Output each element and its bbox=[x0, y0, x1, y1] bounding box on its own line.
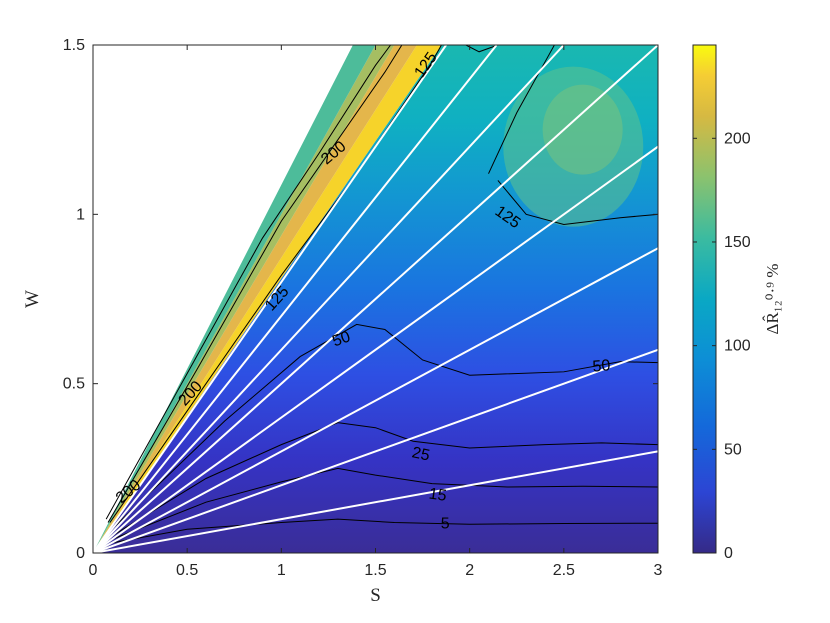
white-ray bbox=[93, 348, 658, 553]
x-axis-label: S bbox=[370, 585, 381, 606]
white-rays bbox=[93, 45, 658, 553]
colorbar-tick-label: 200 bbox=[724, 130, 751, 147]
contour-line-15 bbox=[111, 467, 658, 540]
x-tick-label: 1 bbox=[277, 562, 286, 579]
contour-label: 50 bbox=[330, 328, 353, 350]
contour-line-200 bbox=[107, 45, 403, 523]
x-tick-label: 3 bbox=[654, 562, 663, 579]
white-ray bbox=[93, 450, 658, 553]
white-ray bbox=[93, 45, 498, 553]
heatmap-orange-band bbox=[93, 45, 417, 553]
contour-line-5 bbox=[111, 518, 658, 544]
contour-line-50 bbox=[111, 323, 658, 530]
x-tick-label: 2 bbox=[465, 562, 474, 579]
y-tick-label: 1.5 bbox=[63, 37, 85, 54]
contour-line-125 bbox=[465, 45, 499, 53]
y-axis-label: W bbox=[22, 290, 43, 308]
colorbar-tick-label: 100 bbox=[724, 338, 751, 355]
contour-line-125 bbox=[109, 45, 442, 523]
colorbar-tick-label: 50 bbox=[724, 441, 742, 458]
x-tick-label: 1.5 bbox=[364, 562, 386, 579]
colorbar-label: ΔR̂₁₂⁰·⁹ % bbox=[763, 264, 782, 335]
heatmap-plateau-core bbox=[542, 84, 623, 175]
axes: 0 0.5 1 1.5 2 2.5 3 0 0.5 1 1.5 S W bbox=[22, 37, 663, 606]
x-tick-label: 0.5 bbox=[176, 562, 198, 579]
heatmap-green-band bbox=[93, 45, 395, 553]
colorbar-tick-label: 0 bbox=[724, 545, 733, 562]
contour-label: 50 bbox=[592, 357, 611, 376]
white-ray bbox=[93, 45, 658, 553]
y-tick-label: 1 bbox=[76, 206, 85, 223]
contour-label: 5 bbox=[441, 515, 450, 532]
colorbar: 0 50 100 150 200 ΔR̂₁₂⁰·⁹ % bbox=[692, 44, 782, 562]
white-ray bbox=[93, 45, 447, 553]
colorbar-gradient bbox=[692, 44, 717, 554]
y-tick-label: 0.5 bbox=[63, 376, 85, 393]
contour-lines bbox=[105, 45, 658, 544]
white-ray bbox=[93, 145, 658, 553]
x-tick-label: 2.5 bbox=[553, 562, 575, 579]
x-tick-label: 0 bbox=[89, 562, 98, 579]
white-ray bbox=[93, 247, 658, 553]
contour-line-25 bbox=[111, 422, 658, 537]
white-ray bbox=[93, 45, 565, 553]
colorbar-tick-label: 150 bbox=[724, 234, 751, 251]
contour-label: 25 bbox=[410, 444, 431, 464]
contour-line-200 bbox=[105, 45, 391, 520]
contour-line-125 bbox=[497, 180, 658, 226]
contour-line-125 bbox=[488, 45, 555, 174]
y-tick-label: 0 bbox=[76, 545, 85, 562]
contour-label: 15 bbox=[428, 485, 448, 504]
